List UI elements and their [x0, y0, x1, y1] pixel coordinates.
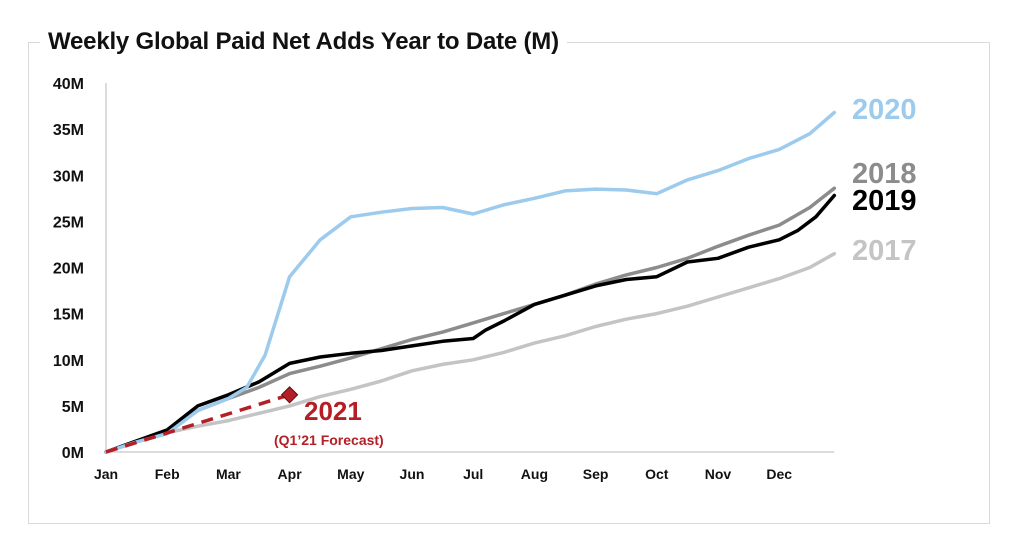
y-tick-label: 35M — [53, 122, 84, 139]
forecast-line-2021 — [105, 393, 291, 454]
forecast-group — [105, 386, 299, 454]
x-tick-label: Jan — [94, 466, 118, 482]
y-tick-label: 20M — [53, 261, 84, 278]
series-lines — [104, 110, 837, 454]
x-tick-label: Feb — [155, 466, 180, 482]
axes — [105, 83, 834, 453]
series-line-2018 — [104, 186, 837, 454]
x-tick-label: Dec — [766, 466, 792, 482]
forecast-year-label: 2021 — [304, 396, 362, 426]
y-tick-label: 0M — [62, 445, 84, 462]
series-label-2017: 2017 — [852, 235, 917, 267]
x-tick-label: Sep — [583, 466, 609, 482]
chart-title: Weekly Global Paid Net Adds Year to Date… — [40, 28, 567, 56]
x-tick-label: May — [337, 466, 364, 482]
x-tick-label: Nov — [705, 466, 732, 482]
y-tick-label: 25M — [53, 214, 84, 231]
forecast-point-marker — [280, 386, 299, 404]
series-line-2020 — [104, 110, 837, 454]
series-label-2019: 2019 — [852, 185, 917, 217]
x-tick-labels: Jan Feb Mar Apr May Jun Jul Aug Sep Oct Nov Dec — [94, 466, 792, 482]
series-label-2018: 2018 — [852, 158, 917, 190]
y-tick-label: 15M — [53, 307, 84, 324]
series-line-2017 — [104, 251, 837, 454]
x-tick-label: Jul — [463, 466, 483, 482]
y-tick-labels: 0M 5M 10M 15M 20M 25M 30M 35M 40M — [53, 76, 84, 462]
x-tick-label: Jun — [400, 466, 425, 482]
series-label-2020: 2020 — [852, 94, 917, 126]
y-tick-label: 10M — [53, 353, 84, 370]
y-tick-label: 30M — [53, 168, 84, 185]
x-tick-label: Oct — [645, 466, 669, 482]
forecast-note-label: (Q1’21 Forecast) — [274, 432, 384, 448]
y-tick-label: 40M — [53, 76, 84, 93]
x-tick-label: Aug — [521, 466, 548, 482]
y-tick-label: 5M — [62, 399, 84, 416]
x-tick-label: Apr — [278, 466, 303, 482]
x-tick-label: Mar — [216, 466, 241, 482]
